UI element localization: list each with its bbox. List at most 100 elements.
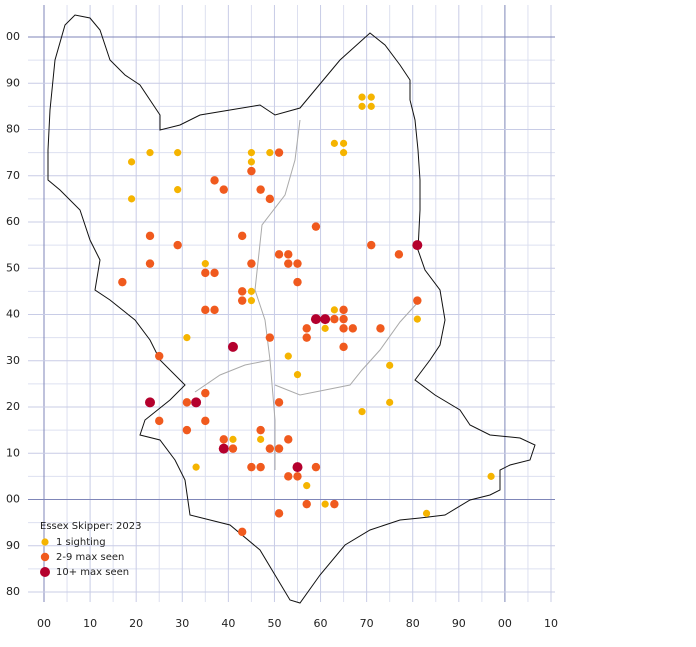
sighting-point bbox=[348, 324, 358, 333]
x-tick-label: 80 bbox=[406, 617, 420, 630]
sighting-point bbox=[274, 444, 284, 453]
sighting-point bbox=[302, 324, 311, 333]
sighting-point bbox=[339, 314, 348, 324]
sighting-point bbox=[302, 499, 311, 509]
sighting-point bbox=[339, 342, 348, 352]
legend-marker bbox=[41, 538, 49, 546]
legend-label: 2-9 max seen bbox=[56, 552, 124, 563]
sighting-point bbox=[367, 93, 375, 101]
y-tick-label: 10 bbox=[6, 446, 20, 459]
y-tick-label: 80 bbox=[6, 585, 20, 598]
sighting-point bbox=[266, 149, 274, 157]
y-tick-label: 00 bbox=[6, 30, 20, 43]
sighting-point bbox=[192, 463, 200, 471]
sighting-point bbox=[118, 277, 127, 287]
sighting-point bbox=[274, 250, 284, 259]
sighting-point bbox=[293, 472, 302, 481]
sighting-point bbox=[173, 240, 182, 250]
sighting-point bbox=[376, 324, 385, 333]
sighting-point bbox=[311, 462, 321, 472]
sighting-point bbox=[237, 527, 247, 537]
sighting-point bbox=[191, 397, 202, 408]
sighting-point bbox=[330, 306, 338, 314]
sighting-point bbox=[247, 297, 256, 305]
sighting-point bbox=[229, 435, 237, 443]
legend-marker bbox=[40, 552, 50, 562]
sighting-point bbox=[339, 149, 348, 157]
sighting-point bbox=[127, 195, 136, 203]
sighting-point bbox=[146, 149, 154, 157]
sighting-point bbox=[265, 333, 275, 342]
y-tick-label: 90 bbox=[6, 539, 20, 552]
x-tick-label: 50 bbox=[267, 617, 281, 630]
sighting-point bbox=[293, 259, 302, 268]
sighting-point bbox=[320, 314, 331, 325]
sighting-point bbox=[227, 341, 238, 352]
y-tick-label: 20 bbox=[6, 400, 20, 413]
legend-label: 10+ max seen bbox=[56, 567, 129, 578]
sighting-point bbox=[284, 435, 293, 444]
sighting-point bbox=[330, 499, 339, 509]
sighting-point bbox=[274, 148, 284, 157]
sighting-point bbox=[247, 259, 256, 268]
sighting-point bbox=[339, 139, 348, 147]
y-tick-label: 60 bbox=[6, 215, 20, 228]
sighting-point bbox=[201, 416, 210, 426]
y-tick-label: 40 bbox=[6, 308, 20, 321]
sighting-point bbox=[412, 240, 423, 251]
sighting-point bbox=[182, 398, 192, 407]
sighting-point bbox=[330, 314, 339, 324]
sighting-point bbox=[247, 158, 256, 166]
y-tick-label: 50 bbox=[6, 261, 20, 274]
sighting-point bbox=[210, 305, 219, 315]
sighting-point bbox=[219, 435, 228, 444]
sighting-point bbox=[302, 333, 311, 342]
x-tick-label: 60 bbox=[314, 617, 328, 630]
county-boundary bbox=[47, 14, 536, 604]
x-tick-label: 00 bbox=[37, 617, 51, 630]
legend-title: Essex Skipper: 2023 bbox=[40, 521, 142, 532]
sighting-point bbox=[284, 472, 293, 481]
sighting-point bbox=[386, 361, 394, 369]
sighting-point bbox=[256, 462, 265, 472]
sighting-point bbox=[422, 509, 431, 517]
sighting-point bbox=[145, 259, 155, 268]
x-tick-label: 70 bbox=[360, 617, 374, 630]
sighting-point bbox=[321, 500, 329, 508]
sighting-point bbox=[247, 149, 256, 157]
sighting-point bbox=[210, 268, 219, 278]
sighting-point bbox=[247, 166, 256, 176]
y-tick-label: 00 bbox=[6, 493, 20, 506]
sighting-point bbox=[487, 472, 495, 480]
sighting-point bbox=[339, 324, 348, 333]
sighting-point bbox=[201, 305, 210, 315]
sighting-point bbox=[358, 102, 366, 110]
x-tick-label: 40 bbox=[221, 617, 235, 630]
sighting-point bbox=[182, 425, 192, 435]
sighting-point bbox=[339, 305, 348, 315]
sighting-point bbox=[256, 185, 265, 194]
y-tick-label: 90 bbox=[6, 76, 20, 89]
sighting-point bbox=[155, 416, 164, 426]
sighting-point bbox=[174, 186, 182, 194]
sighting-point bbox=[310, 314, 321, 325]
legend: Essex Skipper: 2023 1 sighting 2-9 max se… bbox=[40, 521, 142, 578]
sighting-point bbox=[155, 351, 164, 361]
sighting-point bbox=[201, 260, 209, 268]
sighting-point bbox=[367, 102, 375, 110]
sighting-point bbox=[413, 296, 422, 305]
y-tick-label: 30 bbox=[6, 354, 20, 367]
sighting-point bbox=[183, 334, 191, 342]
sighting-point bbox=[127, 158, 136, 166]
sighting-point bbox=[256, 425, 265, 435]
sighting-point bbox=[237, 287, 247, 296]
sighting-point bbox=[274, 509, 284, 518]
legend-label: 1 sighting bbox=[56, 537, 106, 548]
sighting-point bbox=[174, 149, 182, 157]
x-tick-label: 30 bbox=[175, 617, 189, 630]
sighting-point bbox=[145, 397, 156, 408]
sighting-point bbox=[330, 139, 338, 147]
x-tick-label: 90 bbox=[452, 617, 466, 630]
sighting-point bbox=[321, 324, 329, 332]
